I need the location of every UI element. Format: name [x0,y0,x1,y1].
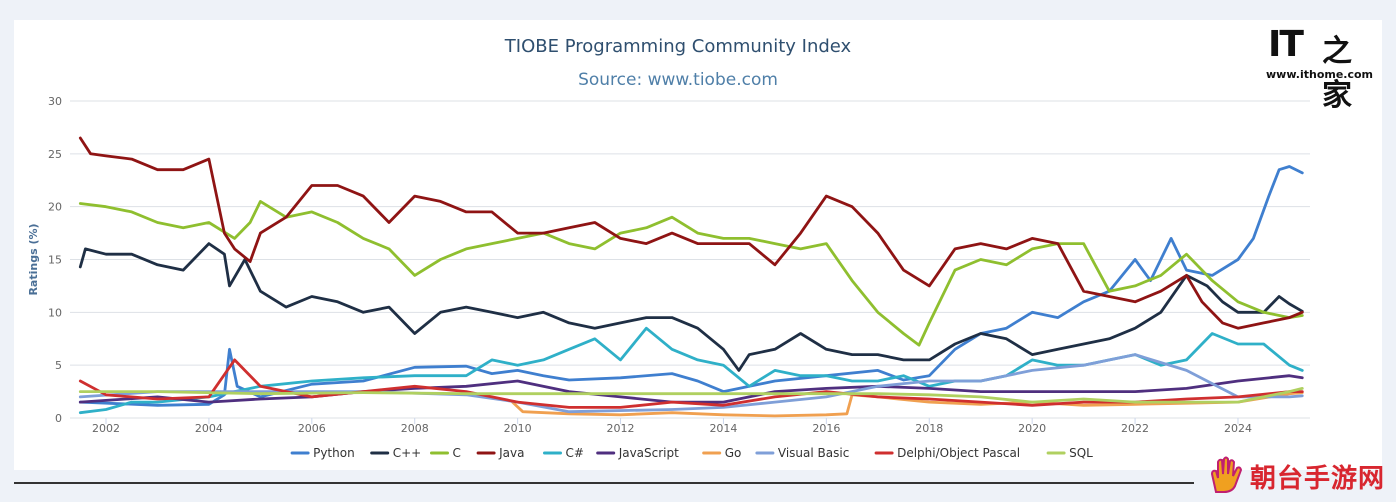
chart-subtitle: Source: www.tiobe.com [578,70,778,90]
series-line-c [78,200,1304,347]
x-tick-label: 2016 [812,422,840,435]
legend-label-go: Go [725,446,742,460]
x-tick-label: 2018 [915,422,943,435]
chart-title: TIOBE Programming Community Index [504,36,852,57]
x-tick-label: 2010 [504,422,532,435]
y-tick-label: 20 [48,201,62,214]
series-line-c- [78,242,1304,372]
hand-icon [1210,456,1243,493]
y-axis-label: Ratings (%) [27,223,40,295]
series-line-sql [78,387,1304,404]
legend-label-c-: C# [566,446,584,460]
ithome-logo-it: IT [1268,24,1304,65]
legend-label-visual-basic: Visual Basic [778,446,849,460]
x-tick-label: 2024 [1224,422,1252,435]
watermark-text: 朝台手游网 [1250,464,1386,494]
legend-label-c-: C++ [393,446,422,460]
ithome-logo: IT 之家 www.ithome.com [1266,24,1376,113]
y-tick-label: 5 [55,359,62,372]
y-tick-label: 0 [55,412,62,425]
legend-label-delphi-object-pascal: Delphi/Object Pascal [897,446,1020,460]
x-tick-label: 2006 [298,422,326,435]
x-tick-label: 2014 [709,422,737,435]
legend-label-java: Java [498,446,524,460]
x-tick-label: 2002 [92,422,120,435]
y-tick-label: 30 [48,95,62,108]
x-tick-label: 2008 [401,422,429,435]
watermark: 朝台手游网 [1208,452,1388,498]
x-tick-label: 2012 [607,422,635,435]
bottom-divider [14,482,1194,484]
x-tick-label: 2020 [1018,422,1046,435]
series-line-python [78,165,1304,407]
x-tick-label: 2004 [195,422,223,435]
x-tick-label: 2022 [1121,422,1149,435]
series-line-java [78,136,1304,330]
legend-label-javascript: JavaScript [618,446,679,460]
legend-label-sql: SQL [1069,446,1093,460]
ithome-logo-cn: 之家 [1322,34,1352,113]
y-tick-label: 15 [48,254,62,267]
series-line-go [511,391,1304,418]
legend-label-python: Python [313,446,355,460]
ithome-url: www.ithome.com [1266,68,1374,81]
legend-label-c: C [453,446,461,460]
y-tick-label: 25 [48,148,62,161]
y-tick-label: 10 [48,306,62,319]
